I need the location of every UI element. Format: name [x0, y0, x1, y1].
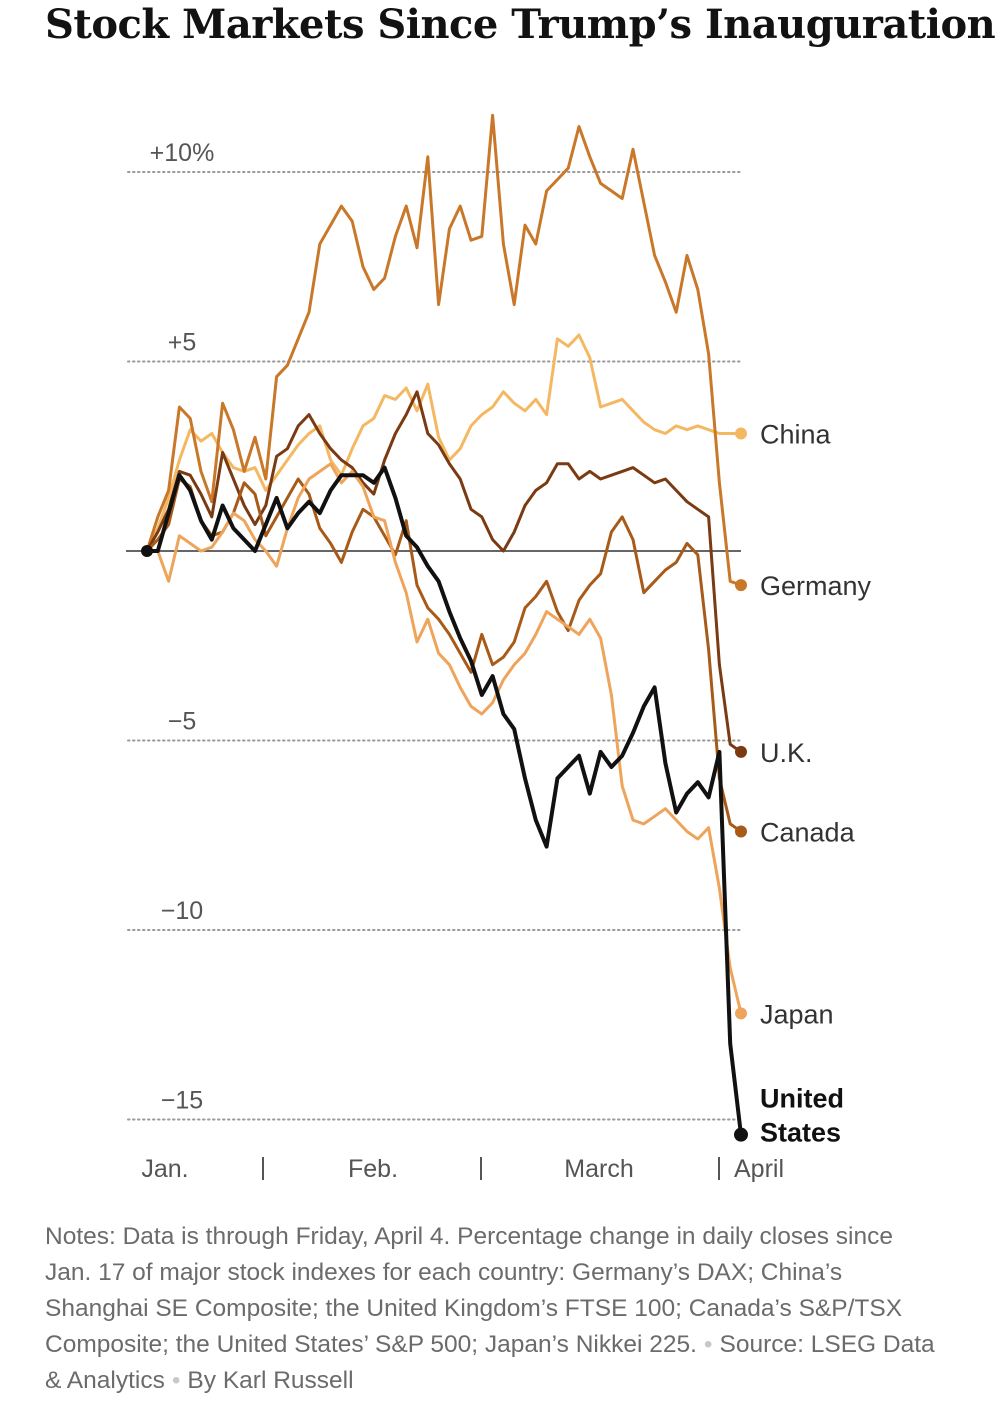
series-label: China	[760, 420, 832, 450]
gridlines	[127, 171, 741, 1121]
x-tick-label: Feb.	[348, 1155, 398, 1183]
series-line	[145, 390, 743, 754]
series-line	[145, 113, 743, 587]
separator-dot: •	[703, 1331, 713, 1358]
series-lines	[141, 113, 748, 1142]
x-tick-label: Jan.	[141, 1155, 188, 1183]
y-tick-label: −10	[161, 897, 203, 925]
series-line	[145, 462, 743, 1015]
line-chart: +10% +5 −5 −10 −15 China Germany U.K. Canada Jap…	[126, 113, 872, 1183]
series-end-dot	[735, 579, 747, 592]
x-tick-label: March	[564, 1155, 633, 1183]
x-tick-label: April	[734, 1155, 784, 1183]
chart-title: Stock Markets Since Trump’s Inauguration	[45, 1, 996, 48]
series-line	[145, 333, 743, 553]
source-text: Source: LSEG Data & Analytics	[45, 1331, 935, 1394]
y-tick-label: +10%	[150, 139, 215, 167]
x-axis: Jan. Feb. March April	[141, 1155, 784, 1183]
chart-notes: Notes: Data is through Friday, April 4. …	[45, 1219, 945, 1399]
series-label: Canada	[760, 817, 856, 847]
series-end-labels: China Germany U.K. Canada Japan United States	[760, 420, 872, 1148]
byline: By Karl Russell	[187, 1367, 354, 1394]
separator-dot: •	[171, 1367, 181, 1394]
series-end-dot	[735, 745, 747, 758]
y-tick-label: −15	[161, 1087, 203, 1115]
y-axis-labels: +10% +5 −5 −10 −15	[150, 139, 215, 1115]
series-label: U.K.	[760, 738, 813, 768]
series-label: United States	[760, 1084, 844, 1148]
series-label: Japan	[760, 999, 834, 1029]
series-label: Germany	[760, 571, 872, 601]
series-end-dot	[735, 825, 747, 838]
series-start-dot	[141, 545, 153, 557]
notes-text: Notes: Data is through Friday, April 4. …	[45, 1223, 903, 1358]
series-end-dot	[734, 1127, 748, 1142]
series-end-dot	[735, 427, 747, 440]
series-line	[145, 477, 743, 833]
series-end-dot	[735, 1007, 747, 1020]
y-tick-label: −5	[168, 708, 197, 736]
y-tick-label: +5	[168, 329, 197, 357]
series-line	[145, 465, 743, 1137]
